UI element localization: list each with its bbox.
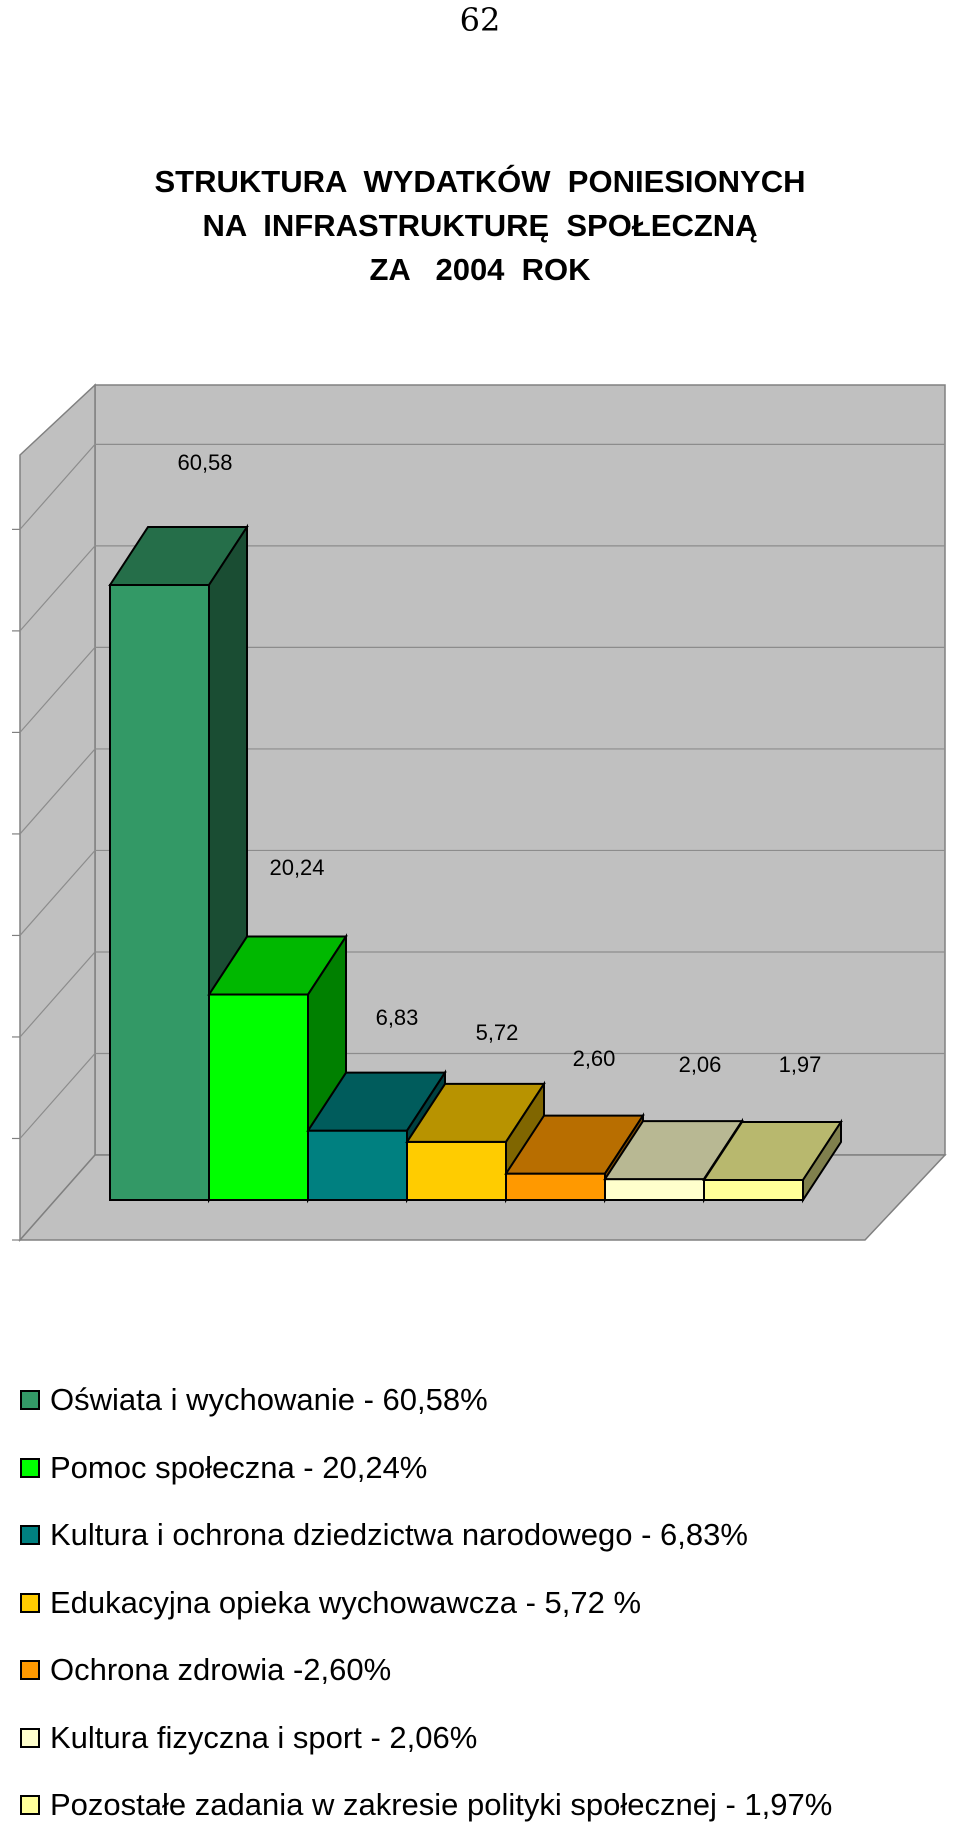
side-wall: [19, 383, 96, 1242]
bar-side: [802, 1118, 842, 1204]
legend-item: Kultura i ochrona dziedzictwa narodowego…: [20, 1515, 748, 1555]
legend-item: Kultura fizyczna i sport - 2,06%: [20, 1718, 477, 1758]
data-label: 5,72: [476, 1020, 519, 1045]
legend-item: Oświata i wychowanie - 60,58%: [20, 1380, 488, 1420]
bar-front: [307, 1129, 408, 1202]
data-label: 2,06: [679, 1052, 722, 1077]
legend-item: Edukacyjna opieka wychowawcza - 5,72 %: [20, 1583, 641, 1623]
gridline: [19, 443, 945, 530]
gridline: [19, 748, 945, 835]
legend-label: Ochrona zdrowia -2,60%: [50, 1652, 392, 1687]
chart-title-line-2: NA INFRASTRUKTURĘ SPOŁECZNĄ: [202, 208, 758, 243]
gridline: [19, 646, 945, 733]
chart-title-line-1: STRUKTURA WYDATKÓW PONIESIONYCH: [154, 164, 806, 199]
bar-front: [406, 1140, 507, 1202]
chart-title: STRUKTURA WYDATKÓW PONIESIONYCH NA INFRA…: [0, 160, 960, 292]
legend-swatch: [20, 1525, 40, 1545]
legend-swatch: [20, 1660, 40, 1680]
data-label: 1,97: [779, 1052, 822, 1077]
gridline: [19, 1052, 945, 1139]
legend-swatch: [20, 1457, 40, 1478]
bar-front: [208, 993, 309, 1201]
data-label: 60,58: [177, 450, 232, 475]
legend-swatch: [20, 1795, 40, 1815]
legend-item: Pozostałe zadania w zakresie polityki sp…: [20, 1785, 832, 1825]
legend-swatch: [20, 1727, 40, 1748]
chart-title-line-3: ZA 2004 ROK: [369, 252, 591, 287]
legend-label: Oświata i wychowanie - 60,58%: [50, 1382, 488, 1417]
bar-front: [109, 584, 210, 1201]
page-number: 62: [459, 1, 501, 39]
gridline: [19, 545, 945, 632]
data-label: 6,83: [376, 1005, 419, 1030]
legend-swatch: [20, 1592, 40, 1613]
legend-label: Edukacyjna opieka wychowawcza - 5,72 %: [50, 1584, 642, 1620]
legend-label: Kultura fizyczna i sport - 2,06%: [50, 1719, 478, 1755]
bar-front: [604, 1178, 705, 1201]
data-label: 20,24: [269, 855, 324, 880]
legend-label: Pozostałe zadania w zakresie polityki sp…: [50, 1787, 833, 1822]
legend-swatch: [20, 1390, 40, 1410]
data-label: 2,60: [573, 1046, 616, 1071]
gridline: [19, 849, 945, 936]
legend-label: Kultura i ochrona dziedzictwa narodowego…: [50, 1517, 748, 1552]
bar-front: [703, 1179, 804, 1202]
gridline: [19, 951, 945, 1038]
legend-label: Pomoc społeczna - 20,24%: [50, 1449, 428, 1485]
legend-item: Pomoc społeczna - 20,24%: [20, 1448, 427, 1488]
bar-chart-3d: 60,58 20,24 6,83 5,72 2,60 2,06 1,97: [12, 383, 947, 1242]
bar-front: [505, 1172, 606, 1202]
legend-item: Ochrona zdrowia -2,60%: [20, 1650, 391, 1690]
